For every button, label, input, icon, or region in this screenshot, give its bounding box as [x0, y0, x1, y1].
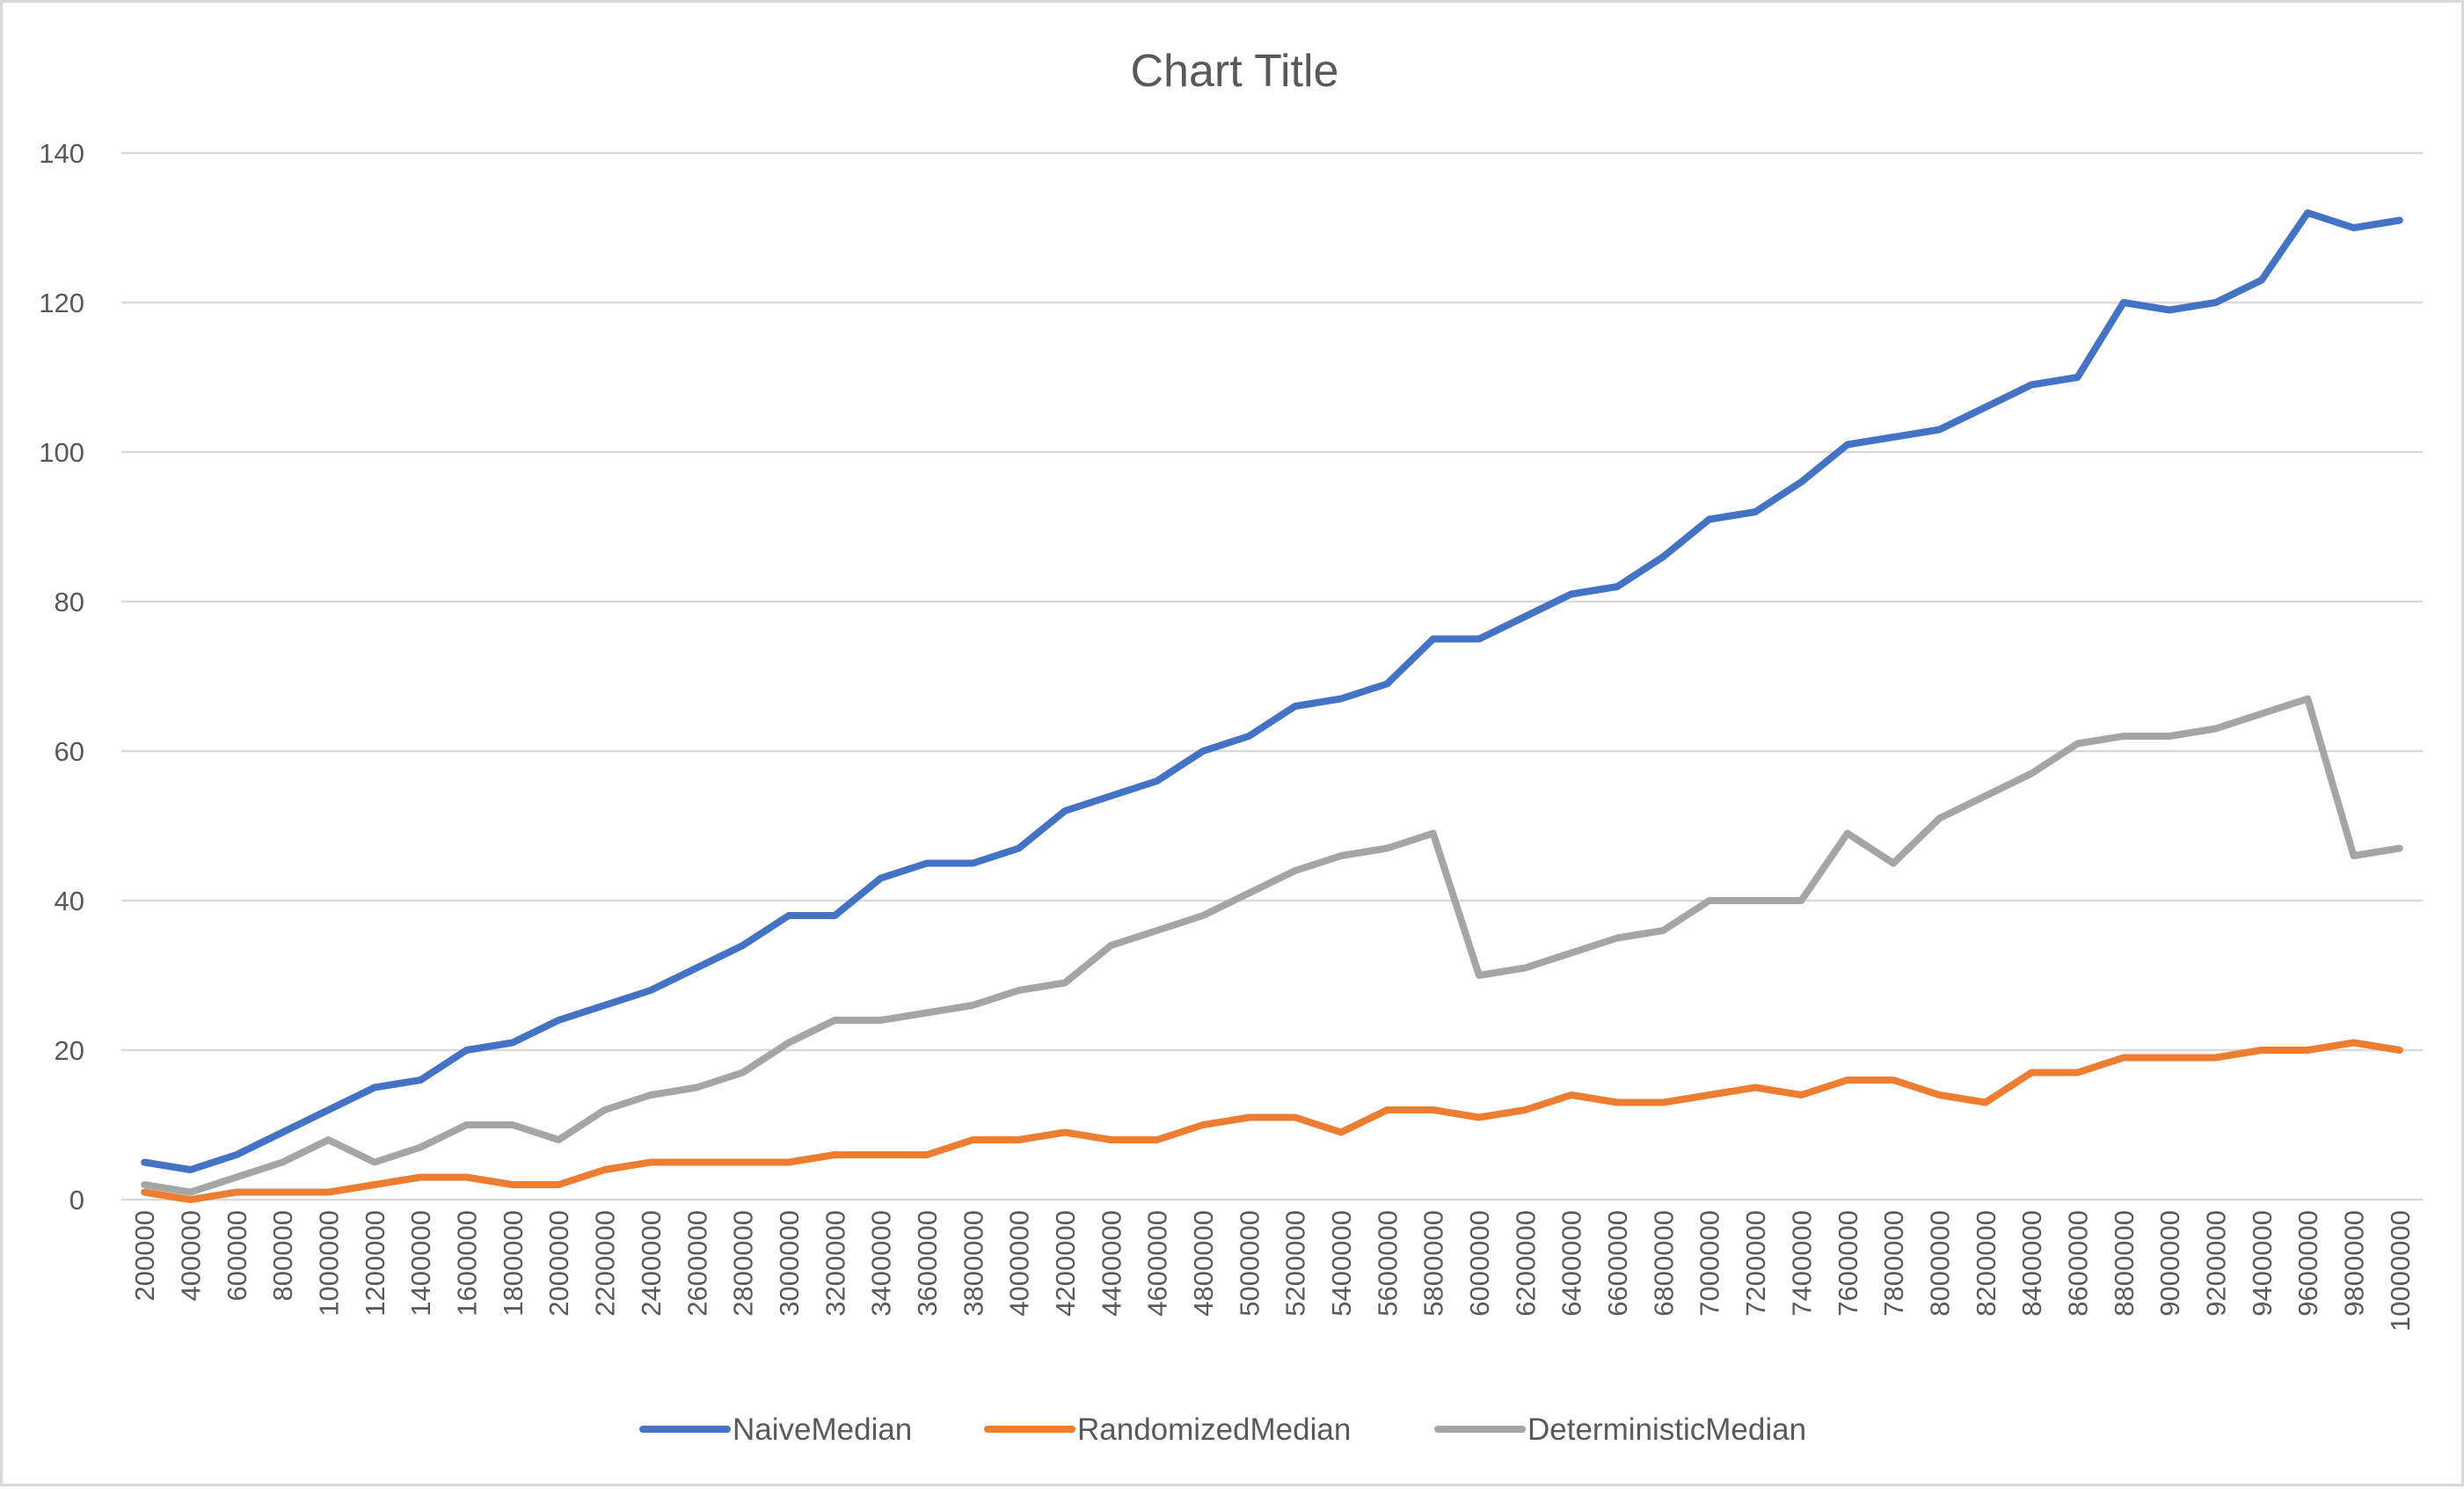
- x-tick-label: 9800000: [2338, 1210, 2369, 1317]
- x-tick-label: 3000000: [774, 1210, 805, 1317]
- x-tick-label: 5800000: [1418, 1210, 1449, 1317]
- series-lines: [144, 213, 2400, 1200]
- legend-label-DeterministicMedian: DeterministicMedian: [1527, 1412, 1806, 1447]
- x-tick-label: 5200000: [1280, 1210, 1311, 1317]
- y-tick-label: 140: [39, 138, 84, 169]
- x-tick-label: 7000000: [1695, 1210, 1725, 1317]
- y-tick-label: 0: [69, 1185, 84, 1215]
- x-tick-label: 1800000: [498, 1210, 529, 1317]
- y-tick-label: 80: [55, 587, 84, 617]
- x-tick-label: 4000000: [1004, 1210, 1035, 1317]
- x-tick-label: 2800000: [728, 1210, 759, 1317]
- x-tick-label: 4800000: [1188, 1210, 1219, 1317]
- x-tick-label: 2400000: [636, 1210, 667, 1317]
- y-axis-ticks: 0 20 40 60 80 100 120 140: [39, 138, 84, 1215]
- x-tick-label: 6400000: [1556, 1210, 1587, 1317]
- x-tick-label: 1000000: [314, 1210, 345, 1317]
- x-tick-label: 2000000: [543, 1210, 574, 1317]
- y-tick-label: 120: [39, 288, 84, 318]
- line-chart: Chart Title 0 20 40 60 80 100 120 140 200000 400…: [3, 3, 2464, 1489]
- x-tick-label: 4200000: [1050, 1210, 1081, 1317]
- series-line-NaiveMedian: [144, 213, 2400, 1170]
- x-tick-label: 1600000: [452, 1210, 483, 1317]
- x-tick-label: 9600000: [2293, 1210, 2323, 1317]
- x-tick-label: 1400000: [405, 1210, 436, 1317]
- x-tick-label: 3800000: [958, 1210, 988, 1317]
- x-tick-label: 10000000: [2385, 1210, 2416, 1332]
- x-tick-label: 1200000: [360, 1210, 390, 1317]
- x-tick-label: 8000000: [1924, 1210, 1955, 1317]
- x-tick-label: 5600000: [1372, 1210, 1403, 1317]
- y-tick-label: 40: [55, 886, 84, 916]
- legend-label-NaiveMedian: NaiveMedian: [733, 1412, 912, 1447]
- x-tick-label: 200000: [129, 1210, 160, 1301]
- x-tick-label: 7600000: [1833, 1210, 1863, 1317]
- x-tick-label: 7400000: [1786, 1210, 1817, 1317]
- chart-title: Chart Title: [1131, 46, 1339, 97]
- x-tick-label: 8200000: [1971, 1210, 2001, 1317]
- x-tick-label: 3400000: [866, 1210, 897, 1317]
- x-tick-label: 6000000: [1464, 1210, 1495, 1317]
- x-tick-label: 7200000: [1740, 1210, 1771, 1317]
- legend-label-RandomizedMedian: RandomizedMedian: [1077, 1412, 1351, 1447]
- x-tick-label: 8600000: [2062, 1210, 2093, 1317]
- x-tick-label: 5400000: [1326, 1210, 1357, 1317]
- y-tick-label: 60: [55, 736, 84, 767]
- x-axis-ticks: 200000 400000 600000 800000 1000000 1200000 14…: [129, 1210, 2416, 1332]
- x-tick-label: 4400000: [1096, 1210, 1126, 1317]
- y-tick-label: 100: [39, 437, 84, 468]
- x-tick-label: 7800000: [1878, 1210, 1909, 1317]
- x-tick-label: 9400000: [2247, 1210, 2278, 1317]
- x-tick-label: 3200000: [820, 1210, 850, 1317]
- x-tick-label: 2600000: [682, 1210, 712, 1317]
- x-tick-label: 400000: [176, 1210, 207, 1301]
- series-line-RandomizedMedian: [144, 1043, 2400, 1201]
- x-tick-label: 9200000: [2200, 1210, 2231, 1317]
- x-tick-label: 8400000: [2016, 1210, 2047, 1317]
- x-tick-label: 6800000: [1648, 1210, 1679, 1317]
- x-tick-label: 5000000: [1234, 1210, 1265, 1317]
- gridlines: [121, 153, 2423, 1200]
- x-tick-label: 800000: [267, 1210, 298, 1301]
- x-tick-label: 2200000: [590, 1210, 621, 1317]
- x-tick-label: 6600000: [1602, 1210, 1633, 1317]
- y-tick-label: 20: [55, 1035, 84, 1066]
- x-tick-label: 8800000: [2109, 1210, 2140, 1317]
- legend: NaiveMedian RandomizedMedian Deterministic…: [643, 1412, 1806, 1447]
- x-tick-label: 6200000: [1510, 1210, 1541, 1317]
- x-tick-label: 600000: [222, 1210, 252, 1301]
- x-tick-label: 4600000: [1142, 1210, 1173, 1317]
- x-tick-label: 9000000: [2154, 1210, 2185, 1317]
- x-tick-label: 3600000: [912, 1210, 943, 1317]
